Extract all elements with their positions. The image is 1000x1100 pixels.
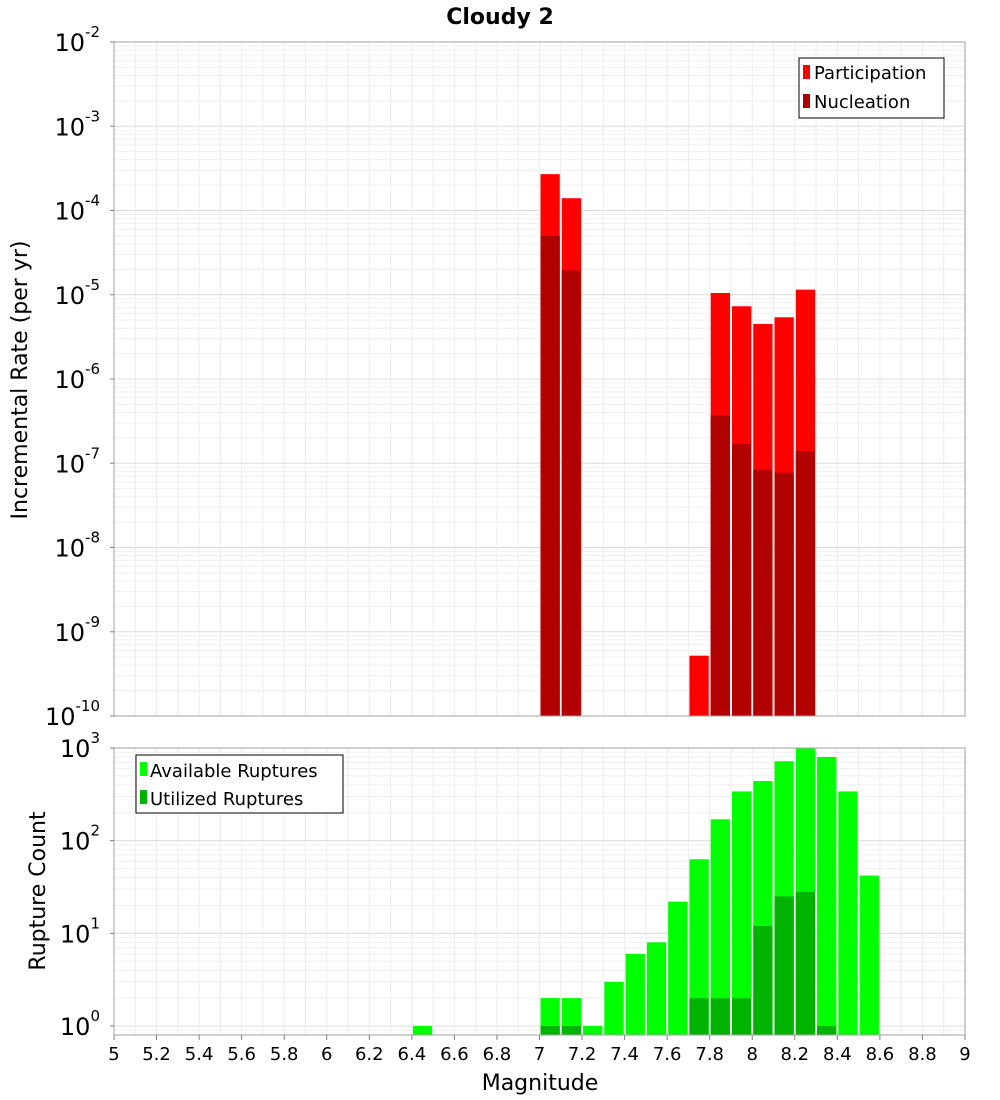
top-y-ticks: 10-10 10-9 10-8 10-7 10-6 10-5 10-4 10-3 10-2 bbox=[45, 23, 114, 731]
x-tick-label: 8 bbox=[747, 1044, 758, 1065]
top-bar-series1 bbox=[689, 656, 708, 716]
x-tick-label: 6.4 bbox=[398, 1044, 427, 1065]
x-tick-label: 8.4 bbox=[823, 1044, 852, 1065]
x-tick-label: 6 bbox=[321, 1044, 332, 1065]
bottom-y-ticks: 100 101 102 103 bbox=[60, 729, 114, 1041]
top-ytick-label: 10-2 bbox=[54, 23, 100, 57]
bottom-bar-series1 bbox=[604, 982, 623, 1035]
legend-swatch-available bbox=[140, 762, 147, 776]
legend-label-participation: Participation bbox=[814, 63, 926, 84]
x-tick-label: 8.8 bbox=[908, 1044, 937, 1065]
bottom-bar-series1 bbox=[647, 942, 666, 1035]
top-legend: Participation Nucleation bbox=[799, 58, 944, 118]
x-tick-label: 8.6 bbox=[866, 1044, 895, 1065]
x-tick-label: 7.8 bbox=[695, 1044, 724, 1065]
top-bar-series2 bbox=[541, 236, 560, 716]
top-ytick-label: 10-5 bbox=[54, 276, 100, 310]
legend-label-utilized: Utilized Ruptures bbox=[150, 789, 303, 810]
bottom-bar-series2 bbox=[562, 1026, 581, 1035]
bottom-bar-series1 bbox=[838, 791, 857, 1035]
x-tick-label: 5 bbox=[108, 1044, 119, 1065]
legend-label-nucleation: Nucleation bbox=[814, 92, 910, 113]
x-axis-label: Magnitude bbox=[482, 1071, 599, 1096]
x-tick-label: 7.4 bbox=[610, 1044, 639, 1065]
x-tick-label: 6.8 bbox=[483, 1044, 512, 1065]
x-tick-label: 6.6 bbox=[440, 1044, 469, 1065]
top-bar-series2 bbox=[711, 415, 730, 716]
bottom-bar-series1 bbox=[668, 902, 687, 1035]
bottom-bar-series2 bbox=[711, 998, 730, 1035]
x-tick-label: 7 bbox=[534, 1044, 545, 1065]
legend-swatch-participation bbox=[803, 65, 810, 79]
top-y-axis-label: Incremental Rate (per yr) bbox=[8, 241, 33, 520]
bottom-ytick-label: 100 bbox=[60, 1007, 100, 1041]
top-ytick-label: 10-8 bbox=[54, 529, 100, 563]
legend-label-available: Available Ruptures bbox=[150, 761, 318, 782]
x-tick-label: 5.8 bbox=[270, 1044, 299, 1065]
bottom-bar-series1 bbox=[860, 876, 879, 1035]
x-tick-label: 8.2 bbox=[780, 1044, 809, 1065]
bottom-bar-series2 bbox=[775, 896, 794, 1035]
top-bar-series2 bbox=[562, 270, 581, 716]
bottom-bar-series1 bbox=[817, 757, 836, 1035]
bottom-bar-series2 bbox=[753, 926, 772, 1035]
bottom-bar-series1 bbox=[626, 954, 645, 1035]
chart-title: Cloudy 2 bbox=[446, 5, 554, 30]
top-bar-series2 bbox=[796, 451, 815, 716]
top-grid bbox=[114, 42, 965, 716]
top-bar-series2 bbox=[732, 444, 751, 716]
legend-swatch-utilized bbox=[140, 790, 147, 804]
bottom-bar-series2 bbox=[689, 998, 708, 1035]
x-tick-label: 6.2 bbox=[355, 1044, 384, 1065]
bottom-legend: Available Ruptures Utilized Ruptures bbox=[136, 755, 343, 813]
x-tick-label: 5.6 bbox=[227, 1044, 256, 1065]
top-bar-series2 bbox=[775, 473, 794, 716]
x-tick-label: 7.2 bbox=[568, 1044, 597, 1065]
bottom-bar-series1 bbox=[583, 1026, 602, 1035]
bottom-bar-series1 bbox=[413, 1026, 432, 1035]
bottom-ytick-label: 102 bbox=[60, 822, 100, 856]
chart-figure: Cloudy 2 10-1010-910-810-710-610-510-410… bbox=[0, 0, 1000, 1100]
bottom-ytick-label: 101 bbox=[60, 914, 100, 948]
x-tick-label: 9 bbox=[959, 1044, 970, 1065]
bottom-ytick-label: 103 bbox=[60, 729, 100, 763]
bottom-bar-series2 bbox=[541, 1026, 560, 1035]
top-bar-series2 bbox=[753, 470, 772, 716]
x-tick-label: 5.4 bbox=[185, 1044, 214, 1065]
bottom-bar-series2 bbox=[732, 998, 751, 1035]
top-ytick-label: 10-10 bbox=[45, 697, 100, 731]
top-ytick-label: 10-3 bbox=[54, 107, 100, 141]
bottom-bar-series2 bbox=[796, 892, 815, 1035]
top-ytick-label: 10-7 bbox=[54, 444, 100, 478]
x-ticks: 5 5.2 5.4 5.6 5.8 6 6.2 6.4 6.6 6.8 7 7.2 7.4 7.6 7.8 8… bbox=[108, 1035, 970, 1065]
x-tick-label: 7.6 bbox=[653, 1044, 682, 1065]
bottom-y-axis-label: Rupture Count bbox=[26, 811, 51, 971]
legend-swatch-nucleation bbox=[803, 94, 810, 108]
bottom-bar-series2 bbox=[817, 1026, 836, 1035]
top-ytick-label: 10-6 bbox=[54, 360, 100, 394]
x-tick-label: 5.2 bbox=[142, 1044, 171, 1065]
top-ytick-label: 10-4 bbox=[54, 192, 100, 226]
top-ytick-label: 10-9 bbox=[54, 613, 100, 647]
